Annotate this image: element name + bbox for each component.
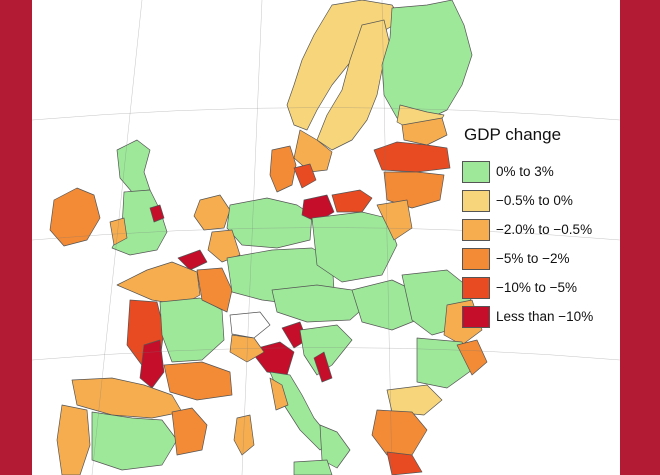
region-denmark-east xyxy=(293,163,317,189)
region-spain-north xyxy=(71,377,183,419)
region-wales xyxy=(109,217,128,246)
legend-swatch xyxy=(462,189,490,212)
legend-swatch xyxy=(462,247,490,270)
legend-item: 0% to 3% xyxy=(462,157,620,186)
region-france-south xyxy=(163,361,233,401)
region-scotland xyxy=(116,139,151,193)
legend-item: −5% to −2% xyxy=(462,244,620,273)
map-panel: GDP change 0% to 3% −0.5% to 0% −2.0% to… xyxy=(32,0,620,475)
region-france-north xyxy=(116,261,201,306)
region-estonia xyxy=(401,117,448,146)
legend-label: 0% to 3% xyxy=(496,164,554,179)
region-finland xyxy=(381,0,473,123)
region-sardinia xyxy=(233,414,255,456)
region-france-east xyxy=(196,267,233,313)
region-portugal xyxy=(56,404,91,475)
region-greece xyxy=(371,409,428,456)
region-greece-north xyxy=(386,384,443,416)
region-netherlands xyxy=(193,194,231,231)
legend-item: −2.0% to −0.5% xyxy=(462,215,620,244)
region-poland-coast xyxy=(331,189,373,213)
legend-title: GDP change xyxy=(464,125,562,144)
legend-item: −10% to −5% xyxy=(462,273,620,302)
legend: GDP change 0% to 3% −0.5% to 0% −2.0% to… xyxy=(462,125,620,331)
legend-label: −5% to −2% xyxy=(496,251,570,266)
region-croatia-coast xyxy=(313,351,333,383)
region-spain-central xyxy=(91,411,178,471)
region-greece-south xyxy=(386,451,423,475)
legend-swatch xyxy=(462,276,490,299)
region-poland xyxy=(311,211,398,283)
region-bulgaria-east xyxy=(456,339,488,376)
region-czechia-austria xyxy=(271,284,368,323)
legend-swatch xyxy=(462,160,490,183)
region-latvia xyxy=(373,141,451,173)
region-sicily xyxy=(293,459,333,475)
region-bulgaria xyxy=(416,337,473,389)
region-spain-east xyxy=(171,407,208,456)
region-france-central xyxy=(159,297,225,363)
region-italy-south xyxy=(319,424,351,469)
legend-label: −0.5% to 0% xyxy=(496,193,573,208)
legend-label: −10% to −5% xyxy=(496,280,578,295)
legend-swatch xyxy=(462,305,490,328)
region-switzerland xyxy=(229,311,271,339)
region-lithuania xyxy=(383,171,445,209)
region-germany-north xyxy=(226,197,313,249)
legend-swatch xyxy=(462,218,490,241)
region-poland-east xyxy=(376,199,413,241)
region-croatia xyxy=(299,324,353,376)
region-ireland xyxy=(49,187,101,247)
legend-label: Less than −10% xyxy=(496,309,594,324)
europe-gdp-map xyxy=(32,0,620,475)
region-denmark xyxy=(269,145,297,193)
region-france-southwest xyxy=(139,339,165,389)
legend-item: −0.5% to 0% xyxy=(462,186,620,215)
legend-label: −2.0% to −0.5% xyxy=(496,222,593,237)
region-london xyxy=(149,204,165,223)
region-italy-west xyxy=(269,377,289,411)
graticule xyxy=(32,0,620,475)
region-belgium xyxy=(177,249,208,271)
legend-item: Less than −10% xyxy=(462,302,620,331)
